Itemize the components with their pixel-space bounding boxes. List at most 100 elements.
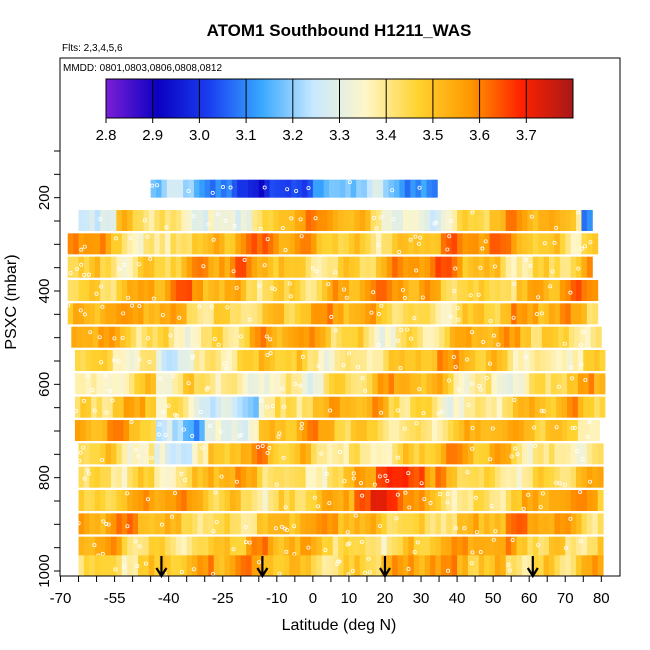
- heatmap-cell: [586, 210, 593, 231]
- heatmap-cell: [545, 396, 552, 418]
- heatmap-cell: [500, 536, 507, 558]
- sample-point: [100, 458, 105, 463]
- heatmap-cell: [540, 396, 546, 418]
- heatmap-cell: [244, 326, 251, 348]
- sample-point: [453, 266, 458, 271]
- heatmap-cell: [224, 466, 231, 488]
- sample-point: [378, 215, 383, 220]
- heatmap-cell: [370, 443, 377, 465]
- heatmap-cell: [565, 280, 572, 301]
- sample-point: [412, 315, 417, 320]
- sample-point: [173, 491, 178, 496]
- heatmap-cell: [494, 280, 501, 301]
- heatmap-cell: [592, 280, 599, 301]
- heatmap-cell: [336, 326, 343, 348]
- x-tick-label: -10: [266, 590, 288, 607]
- heatmap-cell: [475, 420, 482, 441]
- heatmap-cell: [284, 513, 290, 535]
- heatmap-cell: [246, 555, 253, 576]
- heatmap-cell: [154, 256, 161, 278]
- heatmap-cell: [110, 555, 117, 576]
- heatmap-cell: [235, 490, 242, 511]
- heatmap-cell: [480, 396, 487, 418]
- sample-point: [344, 295, 349, 300]
- heatmap-cell: [395, 326, 402, 348]
- heatmap-cell: [262, 513, 269, 535]
- heatmap-cell: [345, 373, 352, 395]
- heatmap-cell: [116, 466, 123, 488]
- sample-point: [73, 409, 78, 414]
- sample-point: [110, 398, 115, 403]
- heatmap-cell: [240, 466, 247, 488]
- heatmap-cell: [413, 466, 420, 488]
- heatmap-cell: [186, 233, 193, 255]
- heatmap-cell: [300, 233, 307, 255]
- heatmap-cell: [264, 350, 271, 371]
- sample-point: [367, 570, 372, 575]
- heatmap-cell: [311, 210, 317, 231]
- heatmap-cell: [538, 443, 545, 465]
- heatmap-cell: [240, 233, 247, 255]
- heatmap-cell: [565, 303, 572, 325]
- heatmap-cell: [410, 179, 417, 198]
- heatmap-cell: [489, 466, 496, 488]
- sample-point: [576, 210, 581, 215]
- sample-point: [142, 218, 147, 223]
- heatmap-cell: [489, 256, 496, 278]
- heatmap-row: [78, 555, 604, 576]
- heatmap-cell: [339, 350, 346, 371]
- sample-point: [418, 235, 423, 240]
- sample-point: [570, 376, 575, 381]
- heatmap-cell: [581, 490, 588, 511]
- heatmap-cell: [83, 513, 90, 535]
- heatmap-cell: [473, 280, 480, 301]
- heatmap-cell: [100, 233, 107, 255]
- heatmap-cell: [543, 303, 550, 325]
- heatmap-cell: [500, 256, 507, 278]
- heatmap-cell: [581, 233, 588, 255]
- heatmap-cell: [83, 303, 90, 325]
- sample-point: [563, 482, 568, 487]
- heatmap-cell: [312, 373, 319, 395]
- heatmap-cell: [559, 490, 566, 511]
- heatmap-cell: [592, 303, 599, 325]
- heatmap-cell: [505, 466, 512, 488]
- heatmap-row: [78, 536, 604, 558]
- heatmap-cell: [220, 396, 227, 418]
- heatmap-cell: [570, 536, 577, 558]
- heatmap-cell: [197, 280, 204, 301]
- heatmap-cell: [318, 373, 325, 395]
- sample-point: [157, 422, 162, 427]
- sample-point: [234, 285, 239, 290]
- heatmap-cell: [240, 256, 247, 278]
- heatmap-cell: [366, 373, 373, 395]
- heatmap-cell: [94, 536, 101, 558]
- heatmap-cell: [291, 420, 298, 441]
- sample-point: [66, 303, 71, 308]
- heatmap-cell: [262, 280, 269, 301]
- sample-point: [268, 337, 273, 342]
- heatmap-cell: [325, 326, 332, 348]
- heatmap-cell: [300, 466, 307, 488]
- heatmap-cell: [78, 303, 85, 325]
- heatmap-cell: [381, 536, 388, 558]
- heatmap-cell: [127, 280, 134, 301]
- heatmap-cell: [478, 536, 485, 558]
- sample-point: [90, 388, 95, 393]
- heatmap-cell: [473, 555, 480, 576]
- sample-point: [117, 266, 122, 271]
- heatmap-cell: [431, 396, 438, 418]
- heatmap-cell: [210, 396, 217, 418]
- heatmap-cell: [527, 466, 534, 488]
- heatmap-cell: [375, 210, 382, 231]
- sample-point: [453, 364, 458, 369]
- heatmap-cell: [183, 420, 189, 441]
- heatmap-cell: [442, 373, 449, 395]
- heatmap-cell: [170, 466, 177, 488]
- heatmap-cell: [192, 466, 198, 488]
- heatmap-cell: [132, 280, 139, 301]
- heatmap-cell: [224, 303, 231, 325]
- heatmap-cell: [494, 490, 501, 511]
- heatmap-cell: [154, 443, 161, 465]
- heatmap-cell: [237, 179, 244, 198]
